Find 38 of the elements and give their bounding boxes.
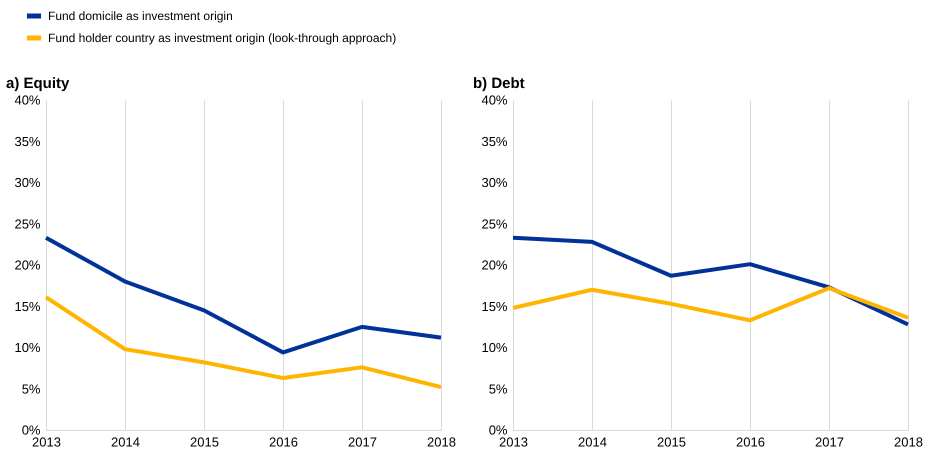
legend-label: Fund domicile as investment origin bbox=[48, 9, 233, 23]
y-tick-label: 40% bbox=[481, 92, 508, 108]
x-tick-label: 2018 bbox=[894, 434, 923, 450]
y-tick-label: 25% bbox=[14, 216, 41, 232]
x-tick-label: 2013 bbox=[32, 434, 61, 450]
y-tick-label: 5% bbox=[488, 381, 508, 396]
x-tick-label: 2017 bbox=[348, 434, 377, 450]
y-tick-label: 40% bbox=[14, 92, 41, 108]
y-tick-label: 25% bbox=[481, 216, 508, 232]
chart-title: b) Debt bbox=[473, 75, 525, 92]
y-tick-label: 30% bbox=[481, 175, 508, 190]
y-tick-label: 0% bbox=[22, 422, 41, 438]
y-tick-label: 15% bbox=[14, 298, 41, 314]
y-tick-label: 35% bbox=[481, 134, 508, 149]
x-tick-label: 2017 bbox=[815, 434, 844, 450]
line-series bbox=[44, 236, 443, 354]
x-tick-label: 2016 bbox=[736, 434, 765, 450]
line-series bbox=[511, 236, 910, 326]
y-tick-label: 10% bbox=[481, 340, 508, 355]
x-tick-label: 2018 bbox=[427, 434, 456, 450]
x-tick-label: 2013 bbox=[499, 434, 528, 450]
y-tick-label: 35% bbox=[14, 134, 41, 149]
x-tick-label: 2014 bbox=[578, 434, 607, 450]
x-tick-label: 2016 bbox=[269, 434, 298, 450]
legend-label: Fund holder country as investment origin (look-through approach) bbox=[48, 31, 396, 45]
y-tick-label: 5% bbox=[22, 381, 41, 396]
y-tick-label: 0% bbox=[488, 422, 508, 438]
x-tick-label: 2015 bbox=[190, 434, 219, 450]
y-tick-label: 20% bbox=[481, 258, 508, 272]
x-tick-label: 2014 bbox=[111, 434, 140, 450]
x-tick-label: 2015 bbox=[657, 434, 686, 450]
y-tick-label: 20% bbox=[14, 258, 41, 272]
y-tick-label: 30% bbox=[14, 175, 41, 190]
line-series bbox=[44, 295, 443, 390]
y-tick-label: 10% bbox=[14, 340, 41, 355]
y-tick-label: 15% bbox=[481, 298, 508, 314]
line-series bbox=[511, 286, 910, 322]
chart-title: a) Equity bbox=[6, 75, 70, 92]
